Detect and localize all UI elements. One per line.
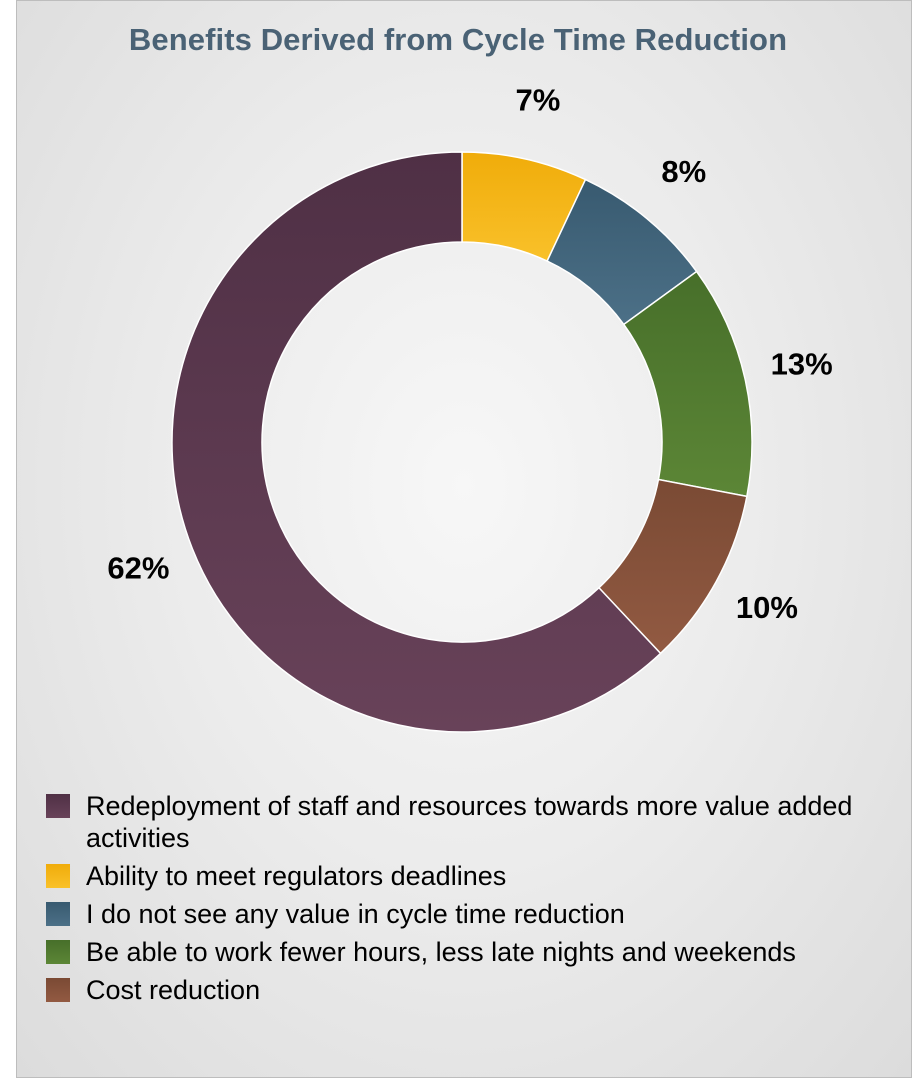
legend-item-no-value: I do not see any value in cycle time red…: [46, 898, 866, 930]
legend-swatch: [46, 902, 70, 926]
chart-title: Benefits Derived from Cycle Time Reducti…: [128, 22, 788, 57]
legend-item-cost-reduction: Cost reduction: [46, 974, 866, 1006]
donut-chart: 7% 8% 13% 10% 62%: [107, 83, 833, 733]
data-label-cost-reduction: 10%: [736, 590, 798, 625]
legend-swatch: [46, 940, 70, 964]
data-label-ability-to-meet-regulators-deadlines: 7%: [516, 83, 561, 118]
data-label-redeployment-of-staff-and-resources-towa: 62%: [107, 550, 169, 585]
legend-item-redeployment: Redeployment of staff and resources towa…: [46, 790, 866, 854]
data-label-i-do-not-see-any-value-in-cycle-time-red: 8%: [661, 154, 706, 189]
legend-label: Ability to meet regulators deadlines: [86, 861, 507, 891]
data-label-be-able-to-work-fewer-hours-less-late-ni: 13%: [771, 346, 833, 381]
legend-label: Be able to work fewer hours, less late n…: [86, 937, 796, 967]
legend-swatch: [46, 864, 70, 888]
donut-slice-redeployment-of-staff-and-resources-towa: [171, 151, 662, 733]
legend-swatch: [46, 794, 70, 818]
legend-item-fewer-hours: Be able to work fewer hours, less late n…: [46, 936, 866, 968]
legend-label: I do not see any value in cycle time red…: [86, 899, 625, 929]
legend-label: Redeployment of staff and resources towa…: [86, 791, 853, 853]
legend-swatch: [46, 978, 70, 1002]
legend-label: Cost reduction: [86, 975, 261, 1005]
legend: Redeployment of staff and resources towa…: [46, 790, 866, 1012]
legend-item-regulators-deadlines: Ability to meet regulators deadlines: [46, 860, 866, 892]
